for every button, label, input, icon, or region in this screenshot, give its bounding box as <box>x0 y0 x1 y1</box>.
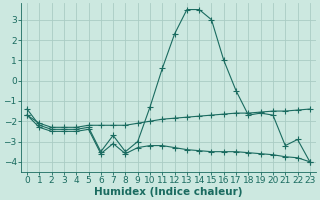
X-axis label: Humidex (Indice chaleur): Humidex (Indice chaleur) <box>94 187 243 197</box>
